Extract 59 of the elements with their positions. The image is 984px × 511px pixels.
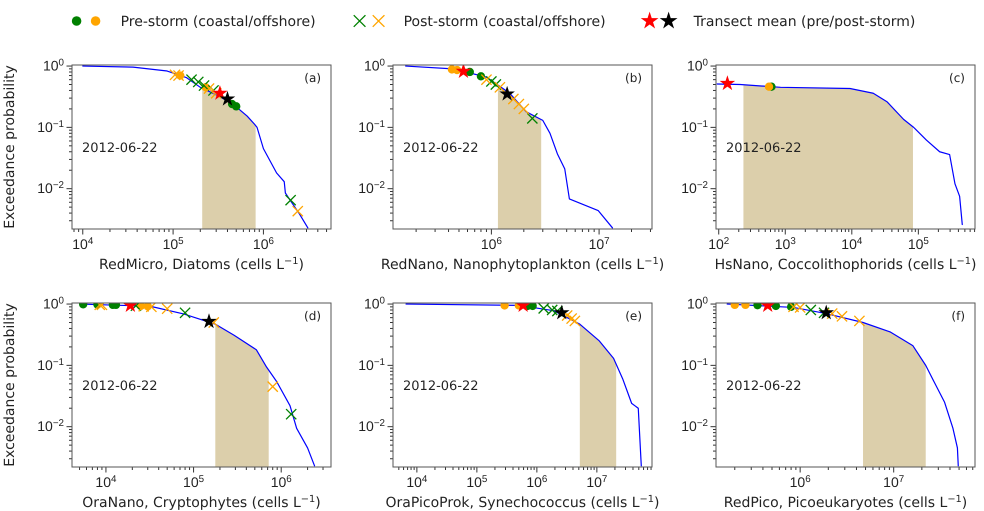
x-axis-title: OraPicoProk, Synechococcus (cells L$^{−1}$) [386, 494, 660, 511]
annotation: 2012-06-22 [82, 378, 158, 394]
y-tick-label: 10$^{0}$ [686, 57, 709, 74]
y-tick-label: 10$^{−1}$ [681, 118, 708, 135]
x-tick-label: 10$^{5}$ [183, 473, 205, 490]
y-tick-label: 10$^{0}$ [42, 57, 65, 74]
x-tick-label: 10$^{6}$ [480, 235, 502, 252]
y-tick-label: 10$^{−2}$ [681, 180, 708, 196]
annotation: (c) [949, 71, 965, 85]
annotation: (a) [304, 71, 321, 85]
x-tick-label: 10$^{7}$ [588, 235, 610, 252]
y-axis-title: Exceedance probability [2, 65, 18, 229]
x-tick-label: 10$^{7}$ [586, 473, 608, 490]
y-tick-label: 10$^{−1}$ [358, 118, 385, 135]
x-tick-label: 10$^{5}$ [162, 235, 184, 252]
x-axis-title: RedPico, Picoeukaryotes (cells L$^{−1}$) [724, 494, 968, 511]
x-tick-label: 10$^{4}$ [841, 235, 863, 252]
x-tick-label: 10$^{4}$ [406, 473, 428, 490]
y-tick-label: 10$^{0}$ [364, 295, 386, 312]
x-tick-label: 10$^{5}$ [908, 235, 930, 252]
annotation: 2012-06-22 [403, 378, 479, 394]
x-tick-label: 10$^{6}$ [526, 473, 548, 490]
y-tick-label: 10$^{0}$ [42, 295, 65, 312]
x-tick-label: 10$^{3}$ [774, 235, 796, 252]
x-tick-label: 10$^{2}$ [708, 235, 730, 252]
y-tick-label: 10$^{−2}$ [37, 180, 64, 196]
y-tick-label: 10$^{−2}$ [358, 418, 385, 434]
legend-label: Pre-storm (coastal/offshore) [120, 14, 316, 30]
x-tick-label: 10$^{6}$ [252, 235, 274, 252]
annotation: (e) [625, 309, 642, 323]
y-tick-label: 10$^{−1}$ [37, 356, 64, 373]
annotation: (f) [951, 309, 965, 323]
x-axis-title: RedNano, Nanophytoplankton (cells L$^{−1}$) [380, 256, 664, 273]
x-tick-label: 10$^{6}$ [790, 473, 812, 490]
annotation: 2012-06-22 [726, 378, 802, 394]
x-tick-label: 10$^{4}$ [95, 473, 117, 490]
y-tick-label: 10$^{−2}$ [681, 418, 708, 434]
x-axis-title: OraNano, Cryptophytes (cells L$^{−1}$) [82, 494, 321, 511]
y-tick-label: 10$^{−2}$ [37, 418, 64, 434]
y-tick-label: 10$^{0}$ [686, 295, 709, 312]
x-tick-label: 10$^{4}$ [72, 235, 94, 252]
x-tick-label: 10$^{6}$ [270, 473, 292, 490]
legend-label: Transect mean (pre/post-storm) [692, 14, 916, 30]
y-tick-label: 10$^{0}$ [364, 57, 386, 74]
annotation: (b) [625, 71, 642, 85]
x-axis-title: HsNano, Coccolithophorids (cells L$^{−1}$) [714, 256, 976, 273]
y-tick-label: 10$^{−1}$ [681, 356, 708, 373]
x-tick-label: 10$^{7}$ [883, 473, 904, 490]
x-tick-label: 10$^{5}$ [466, 473, 488, 490]
y-tick-label: 10$^{−2}$ [358, 180, 385, 196]
y-axis-title: Exceedance probability [2, 303, 18, 467]
annotation: 2012-06-22 [82, 140, 158, 156]
legend-label: Post-storm (coastal/offshore) [404, 14, 606, 30]
y-tick-label: 10$^{−1}$ [37, 118, 64, 135]
annotation: 2012-06-22 [726, 140, 802, 156]
y-tick-label: 10$^{−1}$ [358, 356, 385, 373]
annotation: (d) [304, 309, 321, 323]
x-axis-title: RedMicro, Diatoms (cells L$^{−1}$) [99, 256, 304, 273]
annotation: 2012-06-22 [403, 140, 479, 156]
